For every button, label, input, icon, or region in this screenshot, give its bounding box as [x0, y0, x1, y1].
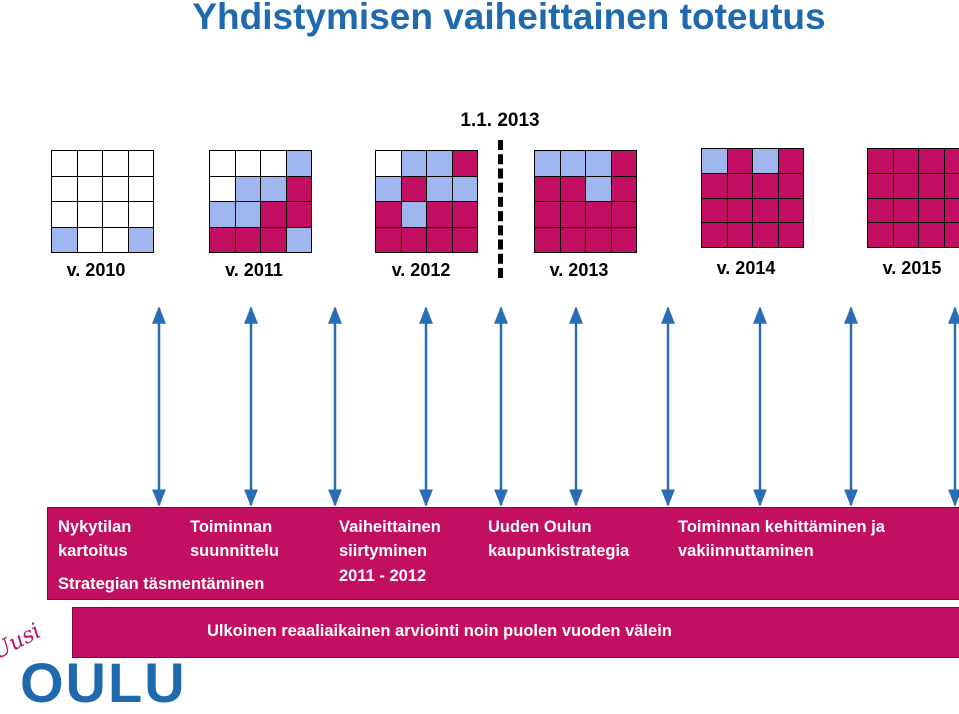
phase-1-line1: Nykytilan: [58, 515, 131, 539]
phase-1-line3: Strategian täsmentäminen: [58, 572, 264, 596]
phase-band: Nykytilan kartoitus Strategian täsmentäm…: [47, 507, 959, 600]
evaluation-band: Ulkoinen reaaliaikainen arviointi noin p…: [72, 607, 959, 658]
phase-3-line1: Vaiheittainen: [339, 515, 441, 539]
phase-1-line2: kartoitus: [58, 539, 128, 563]
phase-4-line1: Uuden Oulun: [488, 515, 592, 539]
phase-3-line3: 2011 - 2012: [339, 564, 426, 588]
phase-5-line1: Toiminnan kehittäminen ja: [678, 515, 885, 539]
phase-2-line1: Toiminnan: [190, 515, 272, 539]
evaluation-text: Ulkoinen reaaliaikainen arviointi noin p…: [207, 622, 672, 641]
phase-3-line2: siirtyminen: [339, 539, 427, 563]
logo-wordmark: OULU: [20, 655, 187, 711]
phase-5-line2: vakiinnuttaminen: [678, 539, 814, 563]
phase-2-line2: suunnittelu: [190, 539, 279, 563]
phase-4-line2: kaupunkistrategia: [488, 539, 629, 563]
